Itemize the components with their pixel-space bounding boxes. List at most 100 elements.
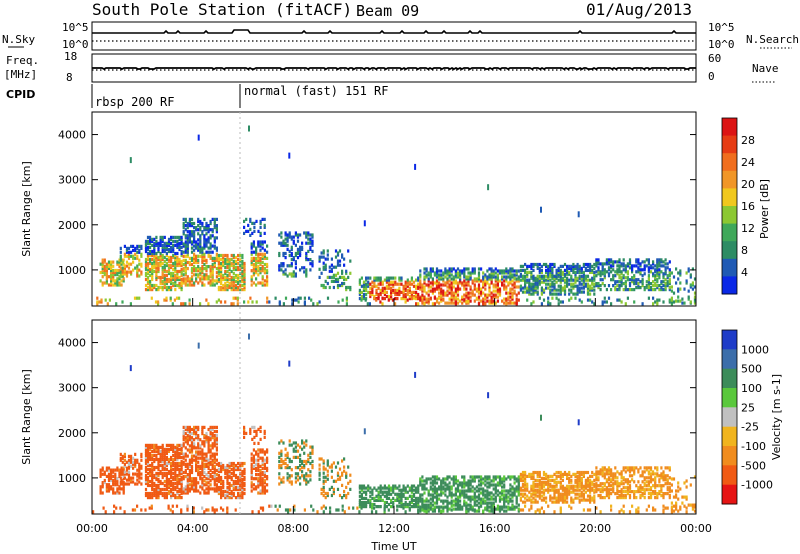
power-cell (299, 296, 302, 300)
velocity-cell (492, 487, 495, 491)
power-cell (664, 288, 667, 292)
power-cell (232, 279, 235, 284)
power-cell (668, 300, 671, 304)
velocity-cell (467, 507, 470, 511)
power-cell (540, 288, 543, 292)
power-cell (157, 285, 160, 290)
power-cell (693, 277, 697, 281)
power-cell (110, 273, 113, 277)
power-cell (193, 256, 196, 260)
velocity-cell (456, 497, 460, 501)
power-cell (511, 267, 514, 271)
power-cell (303, 266, 306, 270)
power-cell (532, 264, 535, 268)
velocity-cell (406, 505, 409, 509)
power-cell (197, 224, 200, 228)
power-cell (612, 268, 615, 272)
power-cell (383, 286, 386, 290)
power-cell (551, 292, 554, 296)
velocity-cell (213, 466, 216, 470)
power-colorbar-tick: 12 (741, 222, 755, 235)
power-cell (402, 284, 405, 288)
power-cell (318, 259, 321, 263)
velocity-cell (228, 475, 231, 480)
velocity-cell (207, 481, 210, 485)
power-cell (282, 241, 285, 245)
power-cell (622, 274, 625, 278)
power-cell (597, 284, 600, 288)
velocity-cell (165, 461, 168, 466)
velocity-cell (467, 489, 470, 493)
power-cell (465, 283, 468, 287)
velocity-cell (377, 486, 380, 490)
power-cell (255, 265, 258, 269)
velocity-cell (322, 493, 325, 498)
velocity-cell (118, 472, 121, 476)
power-cell (190, 230, 194, 234)
power-cell (170, 279, 173, 284)
power-cell (243, 300, 246, 304)
power-cell (398, 276, 401, 280)
power-cell (203, 242, 206, 246)
power-cell (538, 268, 541, 272)
velocity-cell (159, 471, 162, 476)
power-cell (568, 266, 571, 270)
power-cell (400, 282, 403, 286)
power-cell (496, 295, 499, 299)
power-cell (184, 269, 187, 273)
velocity-cell (448, 475, 451, 479)
velocity-cell (484, 499, 487, 503)
power-cell (490, 279, 493, 283)
velocity-cell (322, 471, 325, 475)
power-cell (591, 300, 594, 304)
power-cell (463, 283, 466, 287)
power-cell (620, 278, 623, 282)
power-cell (217, 267, 220, 272)
power-cell (662, 264, 665, 268)
velocity-cell (146, 483, 150, 488)
velocity-cell (197, 468, 200, 473)
power-cell (366, 302, 369, 306)
power-cell (487, 184, 490, 191)
velocity-cell (144, 473, 148, 478)
velocity-cell (121, 454, 124, 458)
power-cell (394, 297, 397, 301)
power-cell (213, 226, 216, 230)
velocity-cell (174, 481, 177, 486)
power-cell (320, 271, 323, 275)
velocity-cell (163, 491, 166, 496)
velocity-cell (303, 445, 306, 449)
velocity-cell (159, 451, 162, 455)
power-cell (503, 285, 506, 289)
power-cell (549, 266, 552, 270)
power-cell (580, 286, 583, 290)
velocity-cell (222, 467, 225, 472)
power-cell (647, 270, 650, 274)
velocity-cell (205, 440, 208, 444)
power-cell (195, 244, 198, 248)
velocity-cell (486, 505, 489, 509)
power-cell (105, 279, 108, 283)
power-cell (303, 300, 306, 304)
power-cell (197, 217, 200, 221)
velocity-cell (241, 477, 244, 482)
power-cell (243, 267, 246, 272)
velocity-cell (197, 489, 200, 493)
power-cell (226, 261, 229, 266)
power-cell (309, 258, 312, 262)
power-cell (570, 268, 573, 272)
velocity-cell (503, 477, 506, 481)
velocity-cell (136, 482, 139, 486)
velocity-cell (429, 505, 432, 509)
velocity-cell (186, 479, 189, 483)
power-cell (149, 237, 152, 241)
velocity-cell (446, 487, 449, 491)
velocity-cell (241, 489, 244, 494)
power-cell (383, 292, 386, 297)
velocity-cell (255, 477, 258, 481)
velocity-cell (138, 468, 141, 472)
power-cell (303, 302, 306, 306)
power-cell (220, 269, 223, 274)
power-cell (322, 285, 325, 290)
power-cell (282, 272, 285, 276)
